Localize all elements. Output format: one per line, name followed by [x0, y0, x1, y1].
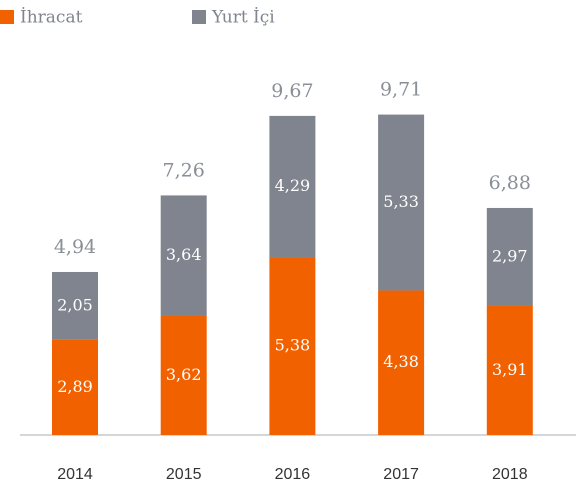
bar-segment [378, 114, 425, 291]
bar-segment [52, 271, 98, 340]
x-tick-label: 2015 [166, 466, 202, 483]
x-tick-label: 2014 [57, 466, 93, 483]
value-label: 2,05 [57, 295, 93, 314]
x-tick-label: 2016 [275, 466, 311, 483]
total-label: 9,67 [271, 80, 313, 102]
x-tick-label: 2018 [492, 466, 528, 483]
legend-label: Yurt İçi [211, 7, 275, 28]
bar-segment [269, 257, 316, 435]
value-label: 2,97 [492, 246, 528, 265]
bar-segment [160, 195, 207, 316]
bar-segment [160, 315, 207, 435]
value-label: 3,64 [166, 245, 202, 264]
value-label: 4,29 [275, 176, 311, 195]
total-label: 4,94 [54, 236, 96, 258]
bar-segment [486, 207, 533, 306]
bar-segment [378, 290, 425, 435]
total-label: 6,88 [489, 172, 531, 194]
value-label: 3,91 [492, 360, 528, 379]
x-tick-label: 2017 [383, 466, 419, 483]
bar-segment [486, 305, 533, 435]
bar-segment [52, 339, 98, 435]
value-label: 2,89 [57, 377, 93, 396]
value-label: 5,38 [275, 336, 311, 355]
total-label: 7,26 [163, 159, 205, 181]
value-label: 5,33 [383, 192, 419, 211]
legend-swatch [192, 10, 206, 24]
total-label: 9,71 [380, 79, 422, 101]
legend-swatch [0, 10, 14, 24]
bar-segment [269, 115, 316, 258]
value-label: 3,62 [166, 365, 202, 384]
legend-label: İhracat [20, 7, 83, 28]
value-label: 4,38 [383, 352, 419, 371]
